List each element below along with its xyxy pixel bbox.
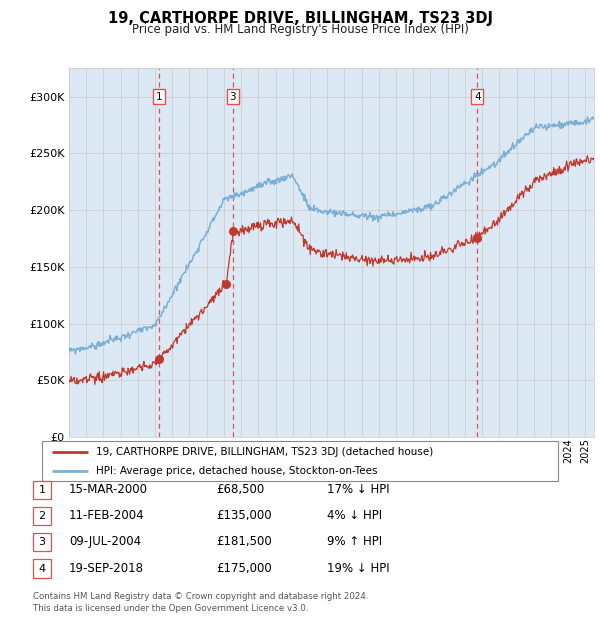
Text: 19-SEP-2018: 19-SEP-2018	[69, 562, 144, 575]
Text: 4: 4	[474, 92, 481, 102]
Text: 17% ↓ HPI: 17% ↓ HPI	[327, 484, 389, 496]
Text: 9% ↑ HPI: 9% ↑ HPI	[327, 536, 382, 548]
Text: 3: 3	[230, 92, 236, 102]
Text: Contains HM Land Registry data © Crown copyright and database right 2024.: Contains HM Land Registry data © Crown c…	[33, 592, 368, 601]
Text: HPI: Average price, detached house, Stockton-on-Tees: HPI: Average price, detached house, Stoc…	[96, 466, 377, 476]
Text: 2: 2	[38, 511, 46, 521]
Text: 4: 4	[38, 564, 46, 574]
Text: 15-MAR-2000: 15-MAR-2000	[69, 484, 148, 496]
Text: 11-FEB-2004: 11-FEB-2004	[69, 510, 145, 522]
Text: £175,000: £175,000	[216, 562, 272, 575]
Text: 1: 1	[155, 92, 162, 102]
FancyBboxPatch shape	[42, 441, 558, 481]
Text: 3: 3	[38, 537, 46, 547]
Text: 19, CARTHORPE DRIVE, BILLINGHAM, TS23 3DJ: 19, CARTHORPE DRIVE, BILLINGHAM, TS23 3D…	[107, 11, 493, 25]
Text: 19% ↓ HPI: 19% ↓ HPI	[327, 562, 389, 575]
Text: £135,000: £135,000	[216, 510, 272, 522]
Text: This data is licensed under the Open Government Licence v3.0.: This data is licensed under the Open Gov…	[33, 603, 308, 613]
Text: 09-JUL-2004: 09-JUL-2004	[69, 536, 141, 548]
Text: 1: 1	[38, 485, 46, 495]
Text: £68,500: £68,500	[216, 484, 264, 496]
Text: £181,500: £181,500	[216, 536, 272, 548]
Text: 19, CARTHORPE DRIVE, BILLINGHAM, TS23 3DJ (detached house): 19, CARTHORPE DRIVE, BILLINGHAM, TS23 3D…	[96, 448, 433, 458]
Text: 4% ↓ HPI: 4% ↓ HPI	[327, 510, 382, 522]
Text: Price paid vs. HM Land Registry's House Price Index (HPI): Price paid vs. HM Land Registry's House …	[131, 23, 469, 36]
